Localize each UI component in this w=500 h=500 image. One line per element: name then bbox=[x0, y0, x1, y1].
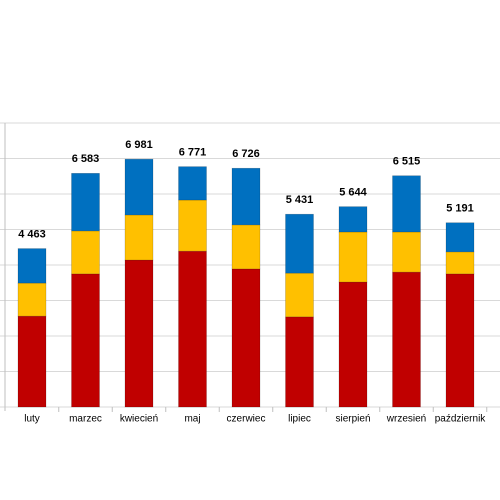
bar-segment bbox=[445, 222, 475, 253]
total-label: 6 515 bbox=[393, 156, 421, 168]
x-tick-label: marzec bbox=[69, 414, 102, 425]
bar-segment bbox=[17, 282, 47, 317]
bar-segment bbox=[285, 316, 314, 408]
bar-segment bbox=[392, 271, 421, 408]
total-label: 6 726 bbox=[232, 148, 260, 160]
bar-segment bbox=[231, 268, 261, 408]
bar-segment bbox=[445, 251, 475, 275]
bar-segment bbox=[445, 273, 475, 408]
bar-segment bbox=[338, 206, 368, 233]
bar-segment bbox=[71, 173, 100, 232]
bar-segment bbox=[392, 231, 421, 273]
total-label: 6 981 bbox=[125, 139, 153, 151]
x-tick-label: luty bbox=[24, 414, 40, 425]
x-tick-label: maj bbox=[184, 414, 200, 425]
x-tick-label: sierpień bbox=[335, 414, 370, 425]
total-label: 4 463 bbox=[18, 228, 46, 240]
bar-segment bbox=[285, 213, 314, 274]
total-label: 6 583 bbox=[72, 153, 100, 165]
bar-segment bbox=[178, 250, 207, 408]
bar-segment bbox=[124, 158, 154, 216]
bar-segment bbox=[17, 315, 47, 408]
bar-segment bbox=[71, 230, 100, 275]
x-tick-label: lipiec bbox=[288, 414, 311, 425]
bar-segment bbox=[392, 175, 421, 233]
bar-segment bbox=[178, 166, 207, 201]
x-tick-label: październik bbox=[435, 414, 487, 425]
bar-segment bbox=[338, 231, 368, 283]
x-tick-label: kwiecień bbox=[120, 414, 158, 425]
bar-segment bbox=[338, 281, 368, 408]
bar-segment bbox=[231, 167, 261, 226]
x-tick-label: wrzesień bbox=[386, 414, 426, 425]
x-tick-label: czerwiec bbox=[227, 414, 266, 425]
bar-segment bbox=[71, 273, 100, 408]
bar-segment bbox=[124, 259, 154, 408]
bar-segment bbox=[178, 199, 207, 252]
total-label: 5 191 bbox=[446, 203, 474, 215]
bar-segment bbox=[17, 248, 47, 284]
bar-segment bbox=[231, 224, 261, 270]
bar-segment bbox=[124, 214, 154, 261]
total-label: 6 771 bbox=[179, 147, 207, 159]
total-label: 5 431 bbox=[286, 194, 314, 206]
total-label: 5 644 bbox=[339, 187, 367, 199]
bar-segment bbox=[285, 272, 314, 318]
